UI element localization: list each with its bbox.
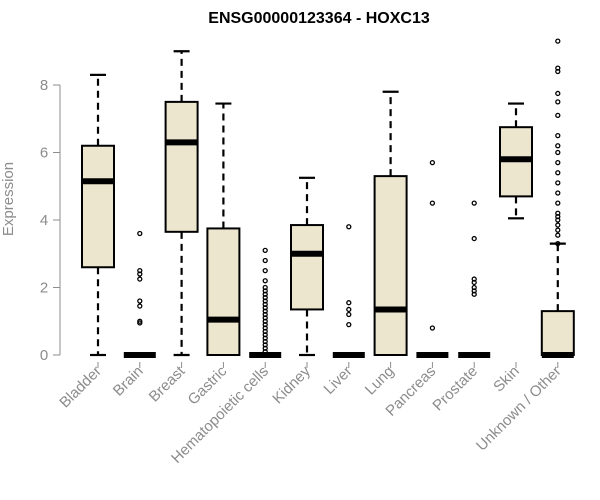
outlier-point	[555, 38, 561, 44]
chart-title: ENSG00000123364 - HOXC13	[208, 10, 430, 27]
outlier-point	[346, 224, 352, 230]
x-tick-label: Liver	[321, 363, 356, 398]
y-tick-label: 4	[40, 212, 48, 229]
box-2	[123, 230, 156, 358]
outlier-point	[555, 90, 561, 97]
outlier-point	[471, 284, 477, 291]
outlier-point	[137, 303, 143, 309]
outlier-point	[346, 311, 352, 318]
outlier-point	[429, 200, 436, 206]
box-body	[290, 224, 324, 311]
box-body	[206, 227, 241, 356]
outlier-point	[555, 200, 561, 206]
outlier-point	[555, 159, 561, 166]
y-tick-label: 6	[40, 145, 48, 162]
outlier-point	[346, 321, 352, 328]
outlier-point	[346, 306, 352, 313]
outlier-point	[429, 159, 436, 166]
outlier-point	[262, 267, 268, 274]
y-axis: 0 2 4 6 8	[40, 77, 61, 364]
box-body	[373, 175, 408, 356]
outlier-point	[137, 298, 143, 304]
outlier-point	[471, 276, 477, 282]
box-7	[332, 224, 365, 358]
box-11	[499, 102, 533, 220]
box-3	[164, 50, 199, 357]
x-tick-label: Kidney	[269, 362, 314, 407]
outlier-point	[137, 230, 143, 237]
outlier-point	[555, 227, 561, 233]
x-tick-label: Brain	[110, 363, 147, 400]
x-tick-label: Breast	[146, 362, 189, 405]
box-6	[290, 176, 324, 357]
outlier-point	[555, 190, 561, 196]
outlier-point	[346, 300, 352, 306]
outlier-point	[555, 112, 561, 119]
outlier-point	[555, 65, 561, 71]
box-1	[81, 73, 115, 357]
y-tick-label: 2	[40, 280, 48, 297]
outlier-point	[555, 132, 561, 139]
outlier-point	[471, 200, 477, 206]
outlier-point	[137, 318, 143, 324]
box-body	[81, 144, 115, 269]
outlier-point	[137, 276, 143, 282]
outlier-point	[262, 257, 268, 264]
x-tick-label: Skin	[490, 363, 523, 396]
box-body	[164, 100, 199, 233]
x-tick-label: Bladder	[56, 363, 105, 412]
y-axis-label: Expression	[0, 162, 17, 236]
box-4	[206, 102, 241, 356]
outlier-point	[555, 170, 561, 176]
x-tick-label: Lung	[362, 363, 398, 399]
box-8	[373, 90, 408, 356]
outlier-point	[555, 180, 561, 186]
y-tick-label: 0	[40, 347, 48, 364]
outlier-point	[555, 232, 561, 238]
box-10	[458, 200, 491, 358]
outlier-point	[555, 210, 561, 216]
box-5	[249, 247, 282, 358]
box-12	[540, 38, 575, 358]
box-body	[540, 310, 575, 356]
x-tick-label: Prostate	[429, 363, 481, 415]
box-9	[416, 159, 449, 358]
outlier-point	[471, 235, 477, 242]
outlier-point	[429, 325, 436, 331]
boxes	[81, 38, 575, 358]
outlier-point	[555, 240, 561, 247]
outlier-point	[262, 278, 268, 284]
outlier-point	[555, 149, 561, 156]
outlier-point	[262, 284, 268, 291]
outlier-point	[555, 222, 561, 228]
y-tick-label: 8	[40, 77, 48, 94]
outlier-point	[555, 143, 561, 149]
outlier-point	[137, 267, 143, 274]
outlier-point	[555, 99, 561, 105]
outlier-point	[262, 247, 268, 254]
